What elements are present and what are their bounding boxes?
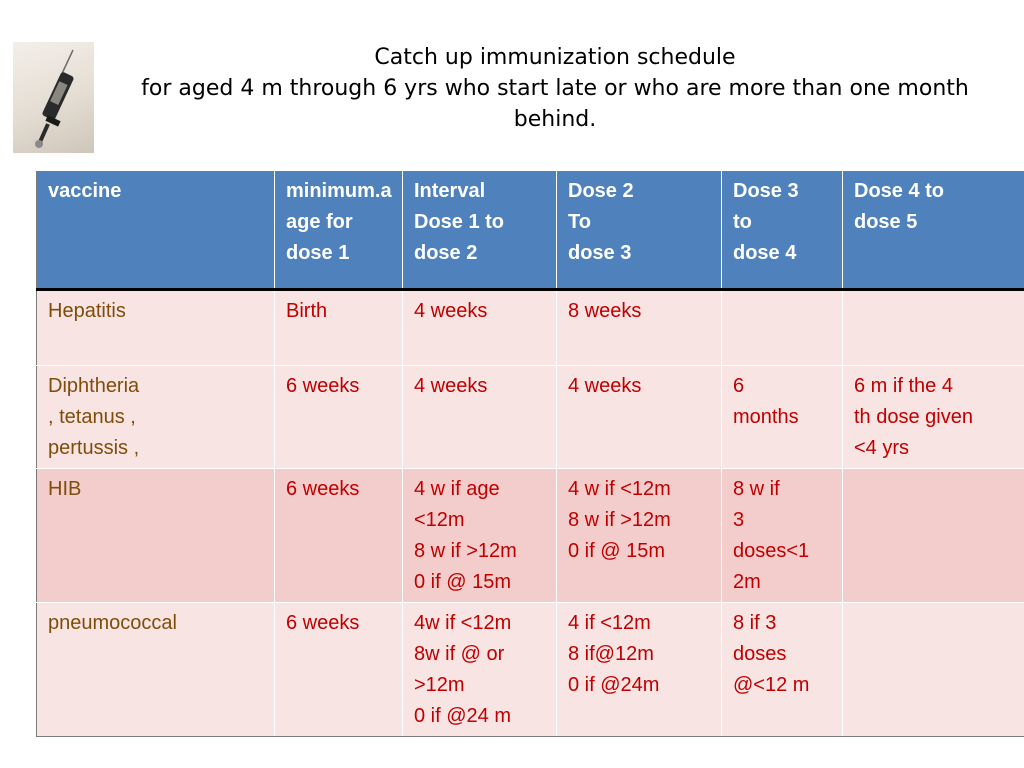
cell-dose-4-5 bbox=[842, 289, 1024, 366]
cell-interval-1-2: 4 w if age <12m 8 w if >12m 0 if @ 15m bbox=[402, 468, 557, 603]
cell-vaccine: Diphtheria , tetanus , pertussis , bbox=[36, 365, 275, 469]
col-header-minimum-age: minimum.a age for dose 1 bbox=[274, 170, 403, 291]
cell-vaccine: Hepatitis bbox=[36, 289, 275, 366]
cell-dose-3-4: 8 if 3 doses @<12 m bbox=[721, 602, 843, 737]
cell-dose-3-4: 8 w if 3 doses<1 2m bbox=[721, 468, 843, 603]
cell-dose-2-3: 4 if <12m 8 if@12m 0 if @24m bbox=[556, 602, 722, 737]
cell-dose-3-4 bbox=[721, 289, 843, 366]
syringe-image bbox=[13, 42, 94, 153]
cell-minimum-age: 6 weeks bbox=[274, 468, 403, 603]
table-row: Diphtheria , tetanus , pertussis , 6 wee… bbox=[36, 365, 1024, 469]
col-header-interval-1-2: Interval Dose 1 to dose 2 bbox=[402, 170, 557, 291]
col-header-vaccine: vaccine bbox=[36, 170, 275, 291]
table-row: Hepatitis Birth 4 weeks 8 weeks bbox=[36, 289, 1024, 366]
page-title: Catch up immunization schedule for aged … bbox=[105, 42, 1005, 135]
min-age-number: 1 bbox=[338, 242, 350, 264]
cell-dose-2-3: 4 weeks bbox=[556, 365, 722, 469]
cell-dose-2-3: 4 w if <12m 8 w if >12m 0 if @ 15m bbox=[556, 468, 722, 603]
syringe-icon bbox=[35, 49, 74, 148]
cell-minimum-age: 6 weeks bbox=[274, 602, 403, 737]
cell-dose-4-5: 6 m if the 4 th dose given <4 yrs bbox=[842, 365, 1024, 469]
cell-dose-4-5 bbox=[842, 468, 1024, 603]
cell-interval-1-2: 4w if <12m 8w if @ or >12m 0 if @24 m bbox=[402, 602, 557, 737]
cell-dose-2-3: 8 weeks bbox=[556, 289, 722, 366]
col-header-dose-3-4: Dose 3 to dose 4 bbox=[721, 170, 843, 291]
cell-dose-4-5 bbox=[842, 602, 1024, 737]
table-row: pneumococcal 6 weeks 4w if <12m 8w if @ … bbox=[36, 602, 1024, 737]
min-age-label: minimum.a age for dose bbox=[286, 180, 392, 264]
cell-minimum-age: Birth bbox=[274, 289, 403, 366]
cell-vaccine: pneumococcal bbox=[36, 602, 275, 737]
cell-interval-1-2: 4 weeks bbox=[402, 365, 557, 469]
title-line-1: Catch up immunization schedule bbox=[374, 45, 736, 70]
header-row: vaccine minimum.a age for dose 1 Interva… bbox=[36, 170, 1024, 291]
col-header-dose-2-3: Dose 2 To dose 3 bbox=[556, 170, 722, 291]
immunization-table: vaccine minimum.a age for dose 1 Interva… bbox=[36, 170, 1024, 737]
cell-vaccine: HIB bbox=[36, 468, 275, 603]
col-header-dose-4-5: Dose 4 to dose 5 bbox=[842, 170, 1024, 291]
cell-dose-3-4: 6 months bbox=[721, 365, 843, 469]
table-row: HIB 6 weeks 4 w if age <12m 8 w if >12m … bbox=[36, 468, 1024, 603]
cell-interval-1-2: 4 weeks bbox=[402, 289, 557, 366]
title-line-2: for aged 4 m through 6 yrs who start lat… bbox=[141, 76, 969, 132]
cell-minimum-age: 6 weeks bbox=[274, 365, 403, 469]
